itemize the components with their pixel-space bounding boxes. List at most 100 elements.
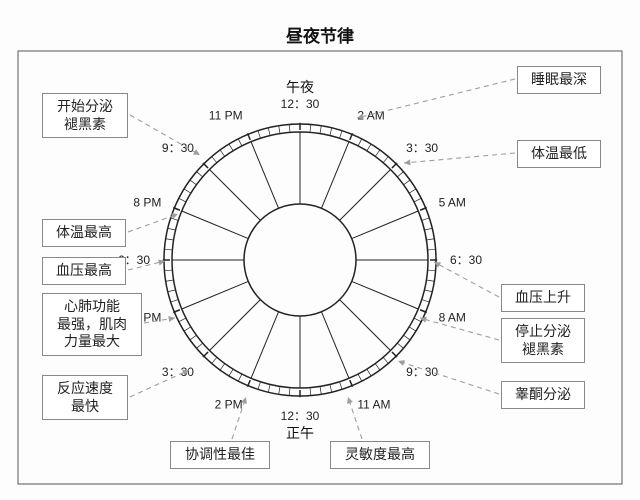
callout-start-melatonin: 开始分泌 褪黑素 bbox=[42, 93, 128, 138]
minor-tick bbox=[383, 357, 388, 363]
spoke bbox=[182, 211, 249, 239]
minor-tick bbox=[190, 180, 196, 185]
hour-label: 6：30 bbox=[450, 253, 482, 267]
minor-tick bbox=[375, 150, 380, 156]
spoke bbox=[321, 142, 349, 209]
minor-tick bbox=[367, 144, 371, 151]
hour-label: 9：30 bbox=[406, 365, 438, 379]
minor-tick bbox=[404, 335, 410, 340]
spoke bbox=[251, 142, 279, 209]
major-tick bbox=[392, 163, 397, 168]
callout-cardio-muscle: 心肺功能 最强，肌肉 力量最大 bbox=[42, 293, 142, 356]
major-tick bbox=[392, 352, 397, 357]
spoke bbox=[209, 300, 260, 351]
minor-tick bbox=[268, 384, 270, 392]
hour-label: 8 AM bbox=[439, 310, 466, 324]
hour-label: 5 AM bbox=[439, 196, 466, 210]
minor-tick bbox=[168, 228, 176, 230]
minor-tick bbox=[279, 126, 280, 134]
callout-stop-melatonin: 停止分泌 褪黑素 bbox=[501, 318, 585, 363]
midnight-label: 午夜 bbox=[286, 79, 314, 95]
minor-tick bbox=[409, 327, 416, 331]
minor-tick bbox=[289, 124, 290, 132]
hour-label: 12：30 bbox=[281, 97, 320, 111]
spoke bbox=[209, 169, 260, 220]
minor-tick bbox=[310, 124, 311, 132]
minor-tick bbox=[404, 180, 410, 185]
minor-tick bbox=[220, 364, 225, 370]
minor-tick bbox=[409, 189, 416, 193]
spoke bbox=[340, 300, 391, 351]
callout-coordination: 协调性最佳 bbox=[170, 441, 270, 469]
callout-sensitivity: 灵敏度最高 bbox=[330, 441, 430, 469]
minor-tick bbox=[426, 280, 434, 281]
callout-arrow bbox=[130, 370, 189, 397]
noon-label: 正午 bbox=[286, 425, 314, 441]
minor-tick bbox=[279, 386, 280, 394]
hour-label: 11 PM bbox=[209, 108, 243, 122]
callout-reaction-fastest: 反应速度 最快 bbox=[42, 375, 128, 420]
minor-tick bbox=[268, 128, 270, 136]
minor-tick bbox=[166, 239, 174, 240]
minor-tick bbox=[397, 172, 403, 177]
minor-tick bbox=[229, 144, 233, 151]
arrow-head bbox=[398, 360, 405, 366]
minor-tick bbox=[171, 218, 179, 220]
minor-tick bbox=[220, 150, 225, 156]
spoke bbox=[352, 211, 419, 239]
minor-tick bbox=[320, 126, 321, 134]
minor-tick bbox=[330, 128, 332, 136]
minor-tick bbox=[414, 318, 421, 322]
minor-tick bbox=[184, 327, 191, 331]
minor-tick bbox=[229, 369, 233, 376]
minor-tick bbox=[383, 157, 388, 163]
callout-arrow bbox=[357, 79, 515, 118]
minor-tick bbox=[212, 157, 217, 163]
minor-tick bbox=[258, 131, 260, 139]
minor-tick bbox=[179, 198, 186, 202]
minor-tick bbox=[358, 374, 362, 381]
minor-tick bbox=[330, 384, 332, 392]
callout-sleep-deepest: 睡眠最深 bbox=[517, 66, 601, 94]
callout-bp-rise: 血压上升 bbox=[501, 284, 585, 312]
callout-testosterone: 睾酮分泌 bbox=[501, 381, 585, 409]
minor-tick bbox=[367, 369, 371, 376]
inner-hole bbox=[244, 204, 356, 316]
minor-tick bbox=[358, 139, 362, 146]
hour-label: 2 PM bbox=[215, 398, 243, 412]
callout-temp-lowest: 体温最低 bbox=[517, 140, 601, 168]
minor-tick bbox=[340, 131, 342, 139]
minor-tick bbox=[310, 388, 311, 396]
minor-tick bbox=[168, 290, 176, 292]
spoke bbox=[251, 312, 279, 379]
circadian-diagram: { "title": "昼夜节律", "topLabel": "午夜", "bo… bbox=[0, 0, 640, 500]
arrow-head bbox=[404, 159, 411, 165]
hour-label: 3：30 bbox=[162, 365, 194, 379]
minor-tick bbox=[179, 318, 186, 322]
minor-tick bbox=[320, 386, 321, 394]
minor-tick bbox=[422, 300, 430, 302]
minor-tick bbox=[197, 343, 203, 348]
minor-tick bbox=[258, 382, 260, 390]
arrow-head bbox=[168, 316, 175, 322]
minor-tick bbox=[424, 290, 432, 292]
minor-tick bbox=[166, 280, 174, 281]
minor-tick bbox=[164, 270, 172, 271]
minor-tick bbox=[340, 382, 342, 390]
minor-tick bbox=[238, 374, 242, 381]
minor-tick bbox=[289, 388, 290, 396]
callout-arrow bbox=[128, 214, 178, 232]
minor-tick bbox=[414, 198, 421, 202]
minor-tick bbox=[184, 189, 191, 193]
minor-tick bbox=[426, 239, 434, 240]
minor-tick bbox=[171, 300, 179, 302]
minor-tick bbox=[212, 357, 217, 363]
spoke bbox=[321, 312, 349, 379]
minor-tick bbox=[422, 218, 430, 220]
chart-title: 昼夜节律 bbox=[0, 22, 640, 47]
spoke bbox=[340, 169, 391, 220]
major-tick bbox=[203, 352, 208, 357]
hour-label: 3：30 bbox=[406, 141, 438, 155]
callout-arrow bbox=[434, 262, 499, 297]
hour-label: 11 AM bbox=[357, 398, 390, 412]
